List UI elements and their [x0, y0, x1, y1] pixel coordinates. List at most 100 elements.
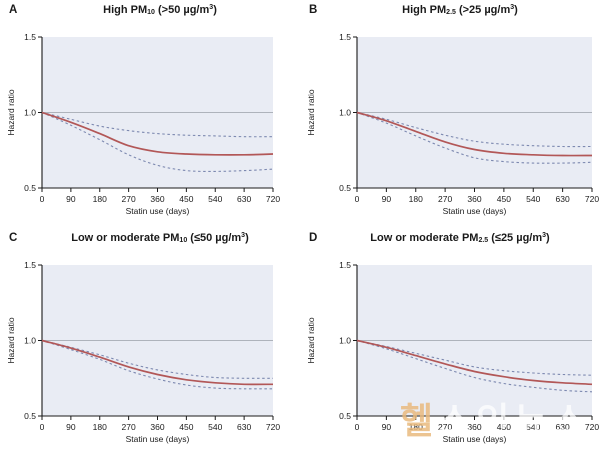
x-tick-label: 450 [179, 422, 193, 432]
upper-ci-line [356, 111, 593, 148]
lower-ci-line [41, 111, 274, 172]
x-tick-label: 270 [122, 422, 136, 432]
x-tick-label: 720 [266, 422, 280, 432]
x-tick-label: 90 [382, 194, 392, 204]
title-text: High PM [103, 4, 148, 16]
x-tick-label: 270 [438, 422, 452, 432]
title-text: ) [213, 4, 217, 16]
point-estimate-line [356, 339, 593, 386]
x-tick-label: 540 [208, 194, 222, 204]
y-tick-label: 1.0 [339, 108, 351, 118]
x-tick-label: 450 [179, 194, 193, 204]
title-text: (>25 µg/m [455, 4, 511, 16]
x-tick-label: 630 [556, 422, 570, 432]
x-axis-label: Statin use (days) [443, 434, 507, 444]
title-text: ) [546, 232, 550, 244]
x-tick-label: 540 [526, 194, 540, 204]
y-tick-label: 0.5 [339, 411, 351, 421]
x-tick-label: 360 [150, 422, 164, 432]
x-tick-label: 180 [93, 194, 107, 204]
panel-label-b: B [309, 4, 318, 16]
x-tick-label: 0 [40, 422, 45, 432]
x-tick-label: 720 [585, 422, 599, 432]
x-tick-label: 720 [266, 194, 280, 204]
x-tick-label: 0 [40, 194, 45, 204]
title-text: (>50 µg/m [154, 4, 210, 16]
title-text: ) [514, 4, 518, 16]
x-tick-label: 540 [526, 422, 540, 432]
upper-ci-line [41, 339, 274, 379]
y-axis-label: Hazard ratio [306, 317, 316, 364]
y-tick-label: 1.5 [339, 32, 351, 42]
x-tick-label: 450 [497, 194, 511, 204]
lower-ci-line [356, 339, 593, 393]
x-tick-label: 270 [438, 194, 452, 204]
lower-ci-line [356, 111, 593, 164]
point-estimate-line [356, 111, 593, 157]
x-tick-label: 0 [355, 194, 360, 204]
x-tick-label: 360 [150, 194, 164, 204]
title-text: ) [245, 232, 249, 244]
y-tick-label: 0.5 [24, 411, 36, 421]
panel-title-c: Low or moderate PM10 (≤50 µg/m3) [30, 232, 290, 245]
x-tick-label: 180 [93, 422, 107, 432]
title-text: Low or moderate PM [71, 232, 180, 244]
title-text: High PM [402, 4, 447, 16]
panel-title-a: High PM10 (>50 µg/m3) [30, 4, 290, 17]
hazard-ratio-chart-b: 0.5 1.0 1.5 0 90 180 270 360 450 540 630 720 Statin … [306, 32, 599, 216]
panel-title-b: High PM2.5 (>25 µg/m3) [330, 4, 590, 17]
upper-ci-line [41, 111, 274, 138]
panel-d: D Low or moderate PM2.5 (≤25 µg/m3) 0.5 1… [300, 228, 600, 455]
panel-b: B High PM2.5 (>25 µg/m3) 0.5 1.0 1.5 0 90 180… [300, 0, 600, 228]
title-text: Low or moderate PM [370, 232, 479, 244]
y-axis-label: Hazard ratio [6, 317, 16, 364]
hazard-ratio-chart-a: 0.5 1.0 1.5 0 90 180 270 360 450 540 630 720 Statin … [6, 32, 280, 216]
lower-ci-line [41, 339, 274, 390]
title-text: (≤25 µg/m [488, 232, 543, 244]
title-superscript: 3 [542, 232, 547, 239]
x-tick-label: 720 [585, 194, 599, 204]
title-subscript: 10 [179, 237, 188, 244]
title-superscript: 3 [241, 232, 246, 239]
y-tick-label: 1.0 [339, 336, 351, 346]
x-tick-label: 180 [409, 194, 423, 204]
y-tick-label: 1.0 [24, 336, 36, 346]
panel-label-a: A [9, 4, 18, 16]
title-subscript: 2.5 [446, 9, 456, 16]
x-tick-label: 270 [122, 194, 136, 204]
x-tick-label: 450 [497, 422, 511, 432]
hazard-ratio-chart-c: 0.5 1.0 1.5 0 90 180 270 360 450 540 630 720 Statin … [6, 260, 280, 444]
title-subscript: 10 [147, 9, 155, 16]
x-tick-label: 90 [382, 422, 392, 432]
panel-a: A High PM10 (>50 µg/m3) 0.5 1.0 1.5 0 90 180 2… [0, 0, 300, 228]
x-tick-label: 630 [237, 194, 251, 204]
y-tick-label: 0.5 [24, 183, 36, 193]
x-tick-label: 540 [208, 422, 222, 432]
x-tick-label: 630 [556, 194, 570, 204]
x-tick-label: 90 [66, 194, 76, 204]
x-tick-label: 180 [409, 422, 423, 432]
x-axis-label: Statin use (days) [126, 434, 190, 444]
y-axis-label: Hazard ratio [6, 89, 16, 136]
title-text: (≤50 µg/m [187, 232, 242, 244]
x-axis-label: Statin use (days) [443, 206, 507, 216]
x-tick-label: 360 [467, 422, 481, 432]
y-tick-label: 1.5 [24, 32, 36, 42]
point-estimate-line [41, 111, 274, 156]
y-tick-label: 1.0 [24, 108, 36, 118]
y-axis-label: Hazard ratio [306, 89, 316, 136]
x-tick-label: 90 [66, 422, 76, 432]
x-axis-label: Statin use (days) [126, 206, 190, 216]
upper-ci-line [356, 339, 593, 376]
y-tick-label: 0.5 [339, 183, 351, 193]
y-tick-label: 1.5 [24, 260, 36, 270]
panel-label-d: D [309, 232, 318, 244]
panel-c: C Low or moderate PM10 (≤50 µg/m3) 0.5 1.… [0, 228, 300, 455]
x-tick-label: 0 [355, 422, 360, 432]
title-subscript: 2.5 [478, 237, 489, 244]
title-superscript: 3 [510, 4, 515, 11]
x-tick-label: 360 [467, 194, 481, 204]
point-estimate-line [41, 339, 274, 386]
x-tick-label: 630 [237, 422, 251, 432]
